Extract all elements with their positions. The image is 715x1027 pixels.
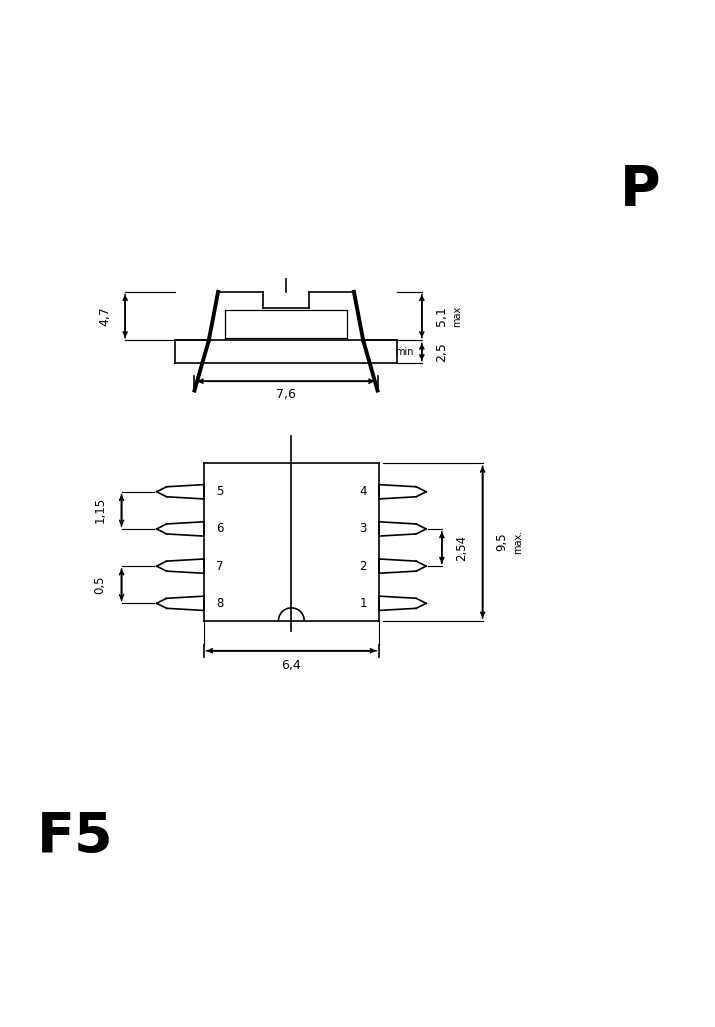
Text: 1,15: 1,15	[94, 497, 107, 524]
Text: 2,5: 2,5	[435, 342, 448, 362]
Text: 5,1: 5,1	[435, 306, 448, 327]
Text: 6,4: 6,4	[282, 658, 301, 672]
Text: max.: max.	[513, 530, 523, 555]
Text: 7,6: 7,6	[276, 387, 296, 401]
Text: 7: 7	[216, 560, 223, 573]
Text: 2: 2	[360, 560, 367, 573]
Text: 3: 3	[360, 523, 367, 535]
Text: 1: 1	[360, 597, 367, 610]
Text: F5: F5	[37, 809, 114, 864]
Text: 8: 8	[216, 597, 223, 610]
Text: 9,5: 9,5	[495, 533, 508, 551]
Text: min: min	[395, 347, 413, 357]
Text: 4: 4	[360, 486, 367, 498]
Text: max: max	[452, 306, 462, 327]
Text: 4,7: 4,7	[99, 306, 112, 327]
Text: 5: 5	[216, 486, 223, 498]
Text: P: P	[620, 163, 660, 218]
Text: 2,54: 2,54	[455, 534, 468, 561]
Text: 0,5: 0,5	[94, 575, 107, 594]
Text: 6: 6	[216, 523, 223, 535]
